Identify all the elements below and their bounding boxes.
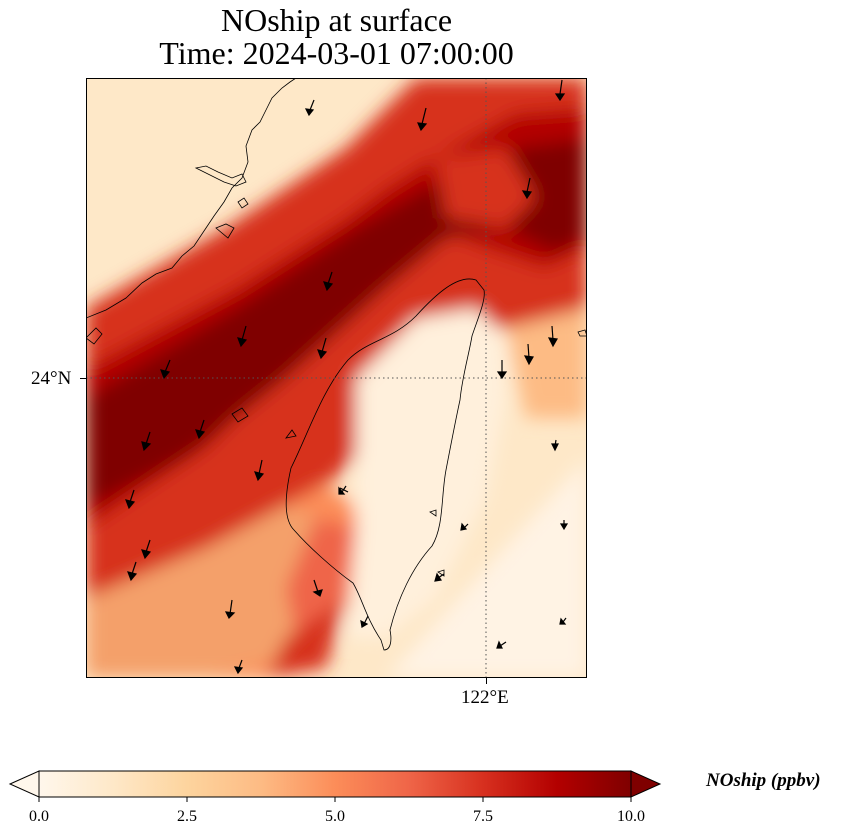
colorbar-gradient [39,771,631,797]
title-variable: NOship at surface [220,2,453,38]
gridlines [86,78,587,678]
colorbar-tick-label: 0.0 [29,808,49,825]
map-border [86,78,587,678]
colorbar [8,770,662,802]
colorbar-tick-label: 10.0 [617,808,645,825]
colorbar-extend-min [8,770,40,798]
taiwan-coastline [285,278,485,651]
colorbar-tick-label: 5.0 [325,808,345,825]
map-panel [86,78,587,678]
colorbar-label: NOship (ppbv) [706,770,821,791]
colorbar-tick-label: 7.5 [473,808,493,825]
colorbar-ticks [38,797,632,802]
lon-tick-label: 122°E [461,687,509,708]
lat-tick-mark [80,378,86,379]
wind-vectors [125,79,569,675]
title-time: Time: 2024-03-01 07:00:00 [159,35,514,71]
map-title: NOship at surface Time: 2024-03-01 07:00… [86,4,587,70]
map-svg [86,78,587,678]
lon-tick-mark [486,678,487,684]
coastline [86,78,587,651]
colorbar-tick-label: 2.5 [177,808,197,825]
china-coastline [86,78,297,319]
lat-tick-label: 24°N [31,368,72,389]
colorbar-extend-max [630,770,662,798]
concentration-field [86,78,587,678]
